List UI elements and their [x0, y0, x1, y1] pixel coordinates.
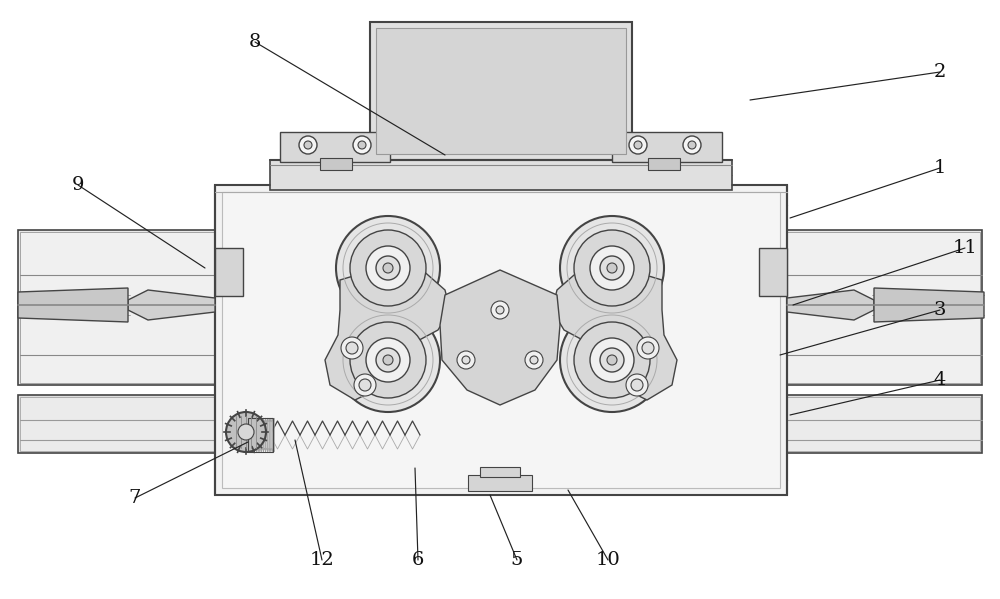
Polygon shape — [270, 418, 272, 452]
Polygon shape — [263, 418, 266, 452]
Bar — [18, 230, 240, 385]
Circle shape — [346, 342, 358, 354]
Polygon shape — [18, 288, 128, 322]
Circle shape — [530, 356, 538, 364]
Circle shape — [299, 136, 317, 154]
Circle shape — [574, 230, 650, 306]
Text: 9: 9 — [72, 176, 84, 194]
Polygon shape — [268, 418, 270, 452]
Polygon shape — [250, 418, 252, 452]
Circle shape — [350, 322, 426, 398]
Polygon shape — [255, 418, 257, 452]
Circle shape — [525, 351, 543, 369]
Polygon shape — [248, 418, 250, 452]
Bar — [280, 132, 390, 162]
Circle shape — [383, 355, 393, 365]
Polygon shape — [261, 418, 263, 452]
Bar — [20, 232, 238, 383]
Circle shape — [688, 141, 696, 149]
Text: 8: 8 — [249, 33, 261, 51]
Text: 7: 7 — [129, 489, 141, 507]
Circle shape — [491, 301, 509, 319]
Bar — [468, 475, 532, 491]
Circle shape — [336, 308, 440, 412]
Circle shape — [600, 348, 624, 372]
Circle shape — [629, 136, 647, 154]
Bar — [215, 248, 243, 296]
Circle shape — [496, 306, 504, 314]
Circle shape — [631, 379, 643, 391]
Polygon shape — [787, 290, 874, 320]
Polygon shape — [325, 265, 450, 400]
Circle shape — [607, 263, 617, 273]
Circle shape — [560, 216, 664, 320]
Circle shape — [457, 351, 475, 369]
Text: 11: 11 — [953, 239, 977, 257]
Circle shape — [366, 338, 410, 382]
Circle shape — [226, 412, 266, 452]
Circle shape — [590, 246, 634, 290]
Bar — [612, 132, 722, 162]
Polygon shape — [552, 265, 677, 400]
Circle shape — [626, 374, 648, 396]
Circle shape — [354, 374, 376, 396]
Circle shape — [353, 136, 371, 154]
Bar — [480, 467, 520, 477]
Circle shape — [590, 338, 634, 382]
Polygon shape — [440, 270, 560, 405]
Circle shape — [560, 308, 664, 412]
Circle shape — [304, 141, 312, 149]
Circle shape — [359, 379, 371, 391]
Polygon shape — [272, 418, 274, 452]
Polygon shape — [259, 418, 261, 452]
Bar — [20, 397, 238, 451]
Circle shape — [376, 256, 400, 280]
Bar — [376, 28, 626, 154]
Text: 10: 10 — [596, 551, 620, 569]
Bar — [762, 230, 982, 385]
Bar — [648, 158, 680, 170]
Text: 2: 2 — [934, 63, 946, 81]
Circle shape — [642, 342, 654, 354]
Bar — [248, 418, 273, 452]
Text: 12: 12 — [310, 551, 334, 569]
Bar — [762, 395, 982, 453]
Polygon shape — [257, 418, 259, 452]
Circle shape — [336, 216, 440, 320]
Circle shape — [366, 246, 410, 290]
Circle shape — [341, 337, 363, 359]
Circle shape — [376, 348, 400, 372]
Circle shape — [238, 424, 254, 440]
Polygon shape — [266, 418, 268, 452]
Bar — [759, 248, 787, 296]
Text: 5: 5 — [511, 551, 523, 569]
Bar — [215, 185, 787, 495]
Text: 1: 1 — [934, 159, 946, 177]
Bar — [270, 160, 732, 190]
Text: 3: 3 — [934, 301, 946, 319]
Polygon shape — [252, 418, 255, 452]
Circle shape — [634, 141, 642, 149]
Text: 4: 4 — [934, 371, 946, 389]
Circle shape — [574, 322, 650, 398]
Polygon shape — [874, 288, 984, 322]
Bar — [764, 397, 980, 451]
Circle shape — [462, 356, 470, 364]
Circle shape — [607, 355, 617, 365]
Bar — [222, 192, 780, 488]
Bar — [320, 158, 352, 170]
Circle shape — [637, 337, 659, 359]
Bar — [764, 232, 980, 383]
Circle shape — [358, 141, 366, 149]
Bar — [18, 395, 240, 453]
Circle shape — [683, 136, 701, 154]
Circle shape — [350, 230, 426, 306]
Bar — [370, 22, 632, 160]
Text: 6: 6 — [412, 551, 424, 569]
Circle shape — [383, 263, 393, 273]
Circle shape — [600, 256, 624, 280]
Polygon shape — [128, 290, 215, 320]
